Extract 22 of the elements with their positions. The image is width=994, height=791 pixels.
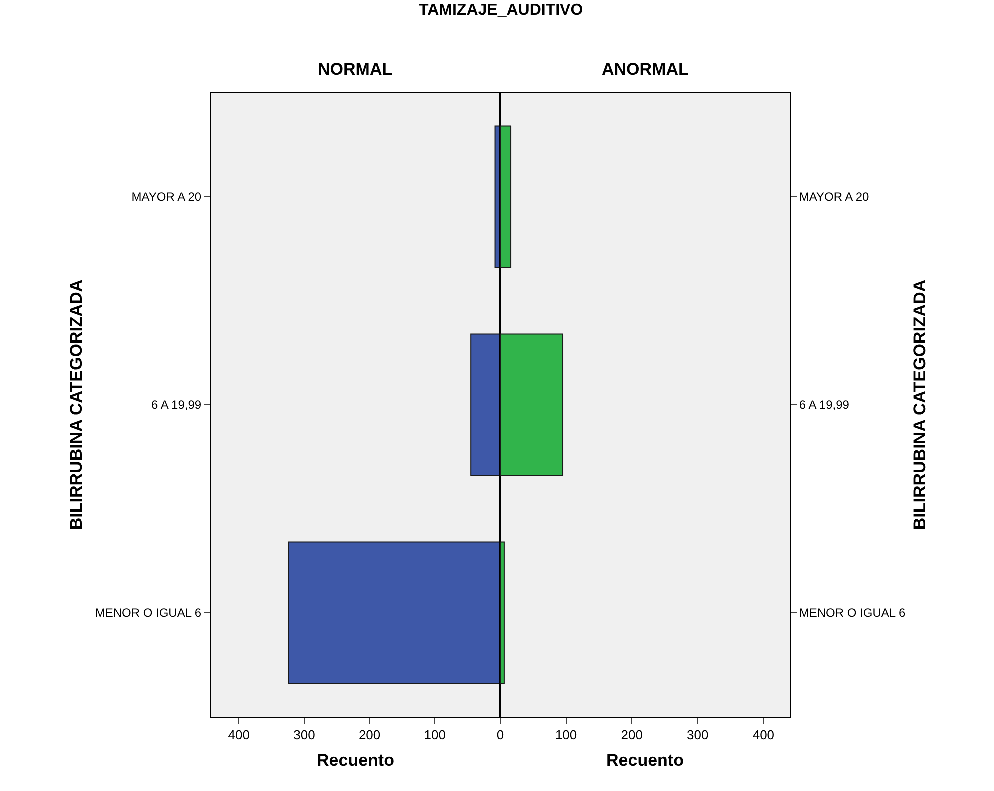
- chart-title: TAMIZAJE_AUDITIVO: [419, 2, 584, 19]
- y-tick-label: MENOR O IGUAL 6: [799, 606, 906, 620]
- x-axis-title: Recuento: [317, 751, 394, 770]
- y-tick-label: 6 A 19,99: [152, 398, 202, 412]
- x-tick-label: 400: [228, 728, 250, 743]
- chart-subtitle: NORMAL: [318, 60, 393, 79]
- x-tick-label: 200: [621, 728, 643, 743]
- y-axis-title: BILIRRUBINA CATEGORIZADA: [910, 280, 930, 530]
- x-tick-label: 0: [496, 728, 504, 743]
- x-axis-title: Recuento: [606, 751, 684, 770]
- y-tick-label: MENOR O IGUAL 6: [95, 606, 202, 620]
- x-tick-label: 100: [424, 728, 446, 743]
- y-tick-label: 6 A 19,99: [799, 398, 850, 412]
- y-axis-title: BILIRRUBINA CATEGORIZADA: [66, 280, 86, 530]
- y-tick-label: MAYOR A 20: [132, 190, 202, 204]
- x-tick-label: 200: [358, 728, 381, 743]
- x-tick-label: 300: [687, 728, 709, 743]
- y-tick-label: MAYOR A 20: [799, 190, 870, 204]
- chart-subtitle: ANORMAL: [602, 60, 689, 79]
- x-tick-label: 100: [555, 728, 578, 743]
- x-tick-label: 400: [752, 728, 775, 743]
- x-tick-label: 300: [294, 728, 316, 743]
